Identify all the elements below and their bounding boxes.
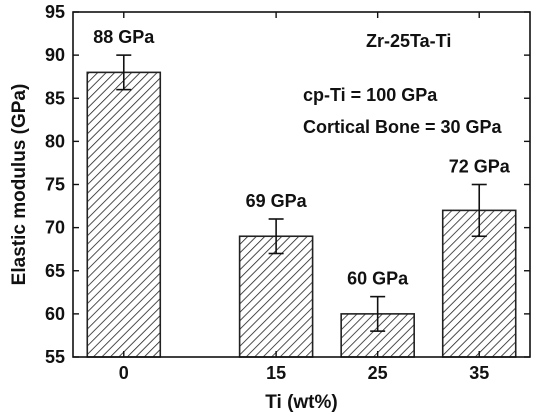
- data-label-15: 69 GPa: [246, 191, 308, 211]
- bar-0: [86, 71, 162, 358]
- y-tick-label: 95: [45, 2, 65, 22]
- x-ticks-layer: 0 15 25 35: [119, 12, 489, 383]
- error-bar-25: [370, 295, 386, 332]
- y-tick-label: 65: [45, 261, 65, 281]
- y-tick-label: 55: [45, 347, 65, 367]
- y-ticks-layer: 55 60 65 70 75 80 85 90 95: [45, 2, 530, 367]
- y-tick-label: 60: [45, 304, 65, 324]
- cortical-bone-annotation: Cortical Bone = 30 GPa: [303, 117, 503, 137]
- bar-15: [238, 235, 314, 358]
- x-tick-label: 25: [368, 363, 388, 383]
- data-label-0: 88 GPa: [93, 27, 155, 47]
- error-bar-35: [471, 183, 487, 238]
- x-axis-title: Ti (wt%): [265, 392, 337, 413]
- y-tick-label: 85: [45, 88, 65, 108]
- bars-layer: [86, 71, 517, 358]
- y-axis-title: Elastic modulus (GPa): [9, 84, 30, 286]
- y-tick-label: 75: [45, 175, 65, 195]
- error-bar-15: [268, 218, 284, 255]
- error-bars-layer: [116, 54, 487, 332]
- error-bar-0: [116, 54, 132, 91]
- data-labels-layer: 88 GPa 69 GPa 60 GPa 72 GPa: [93, 27, 510, 289]
- data-label-35: 72 GPa: [449, 157, 511, 177]
- y-tick-label: 70: [45, 218, 65, 238]
- x-tick-label: 15: [266, 363, 286, 383]
- y-tick-label: 90: [45, 45, 65, 65]
- x-tick-label: 35: [469, 363, 489, 383]
- cp-ti-annotation: cp-Ti = 100 GPa: [303, 85, 438, 105]
- data-label-25: 60 GPa: [347, 269, 409, 289]
- x-tick-label: 0: [119, 363, 129, 383]
- y-tick-label: 80: [45, 131, 65, 151]
- alloy-annotation: Zr-25Ta-Ti: [366, 31, 451, 51]
